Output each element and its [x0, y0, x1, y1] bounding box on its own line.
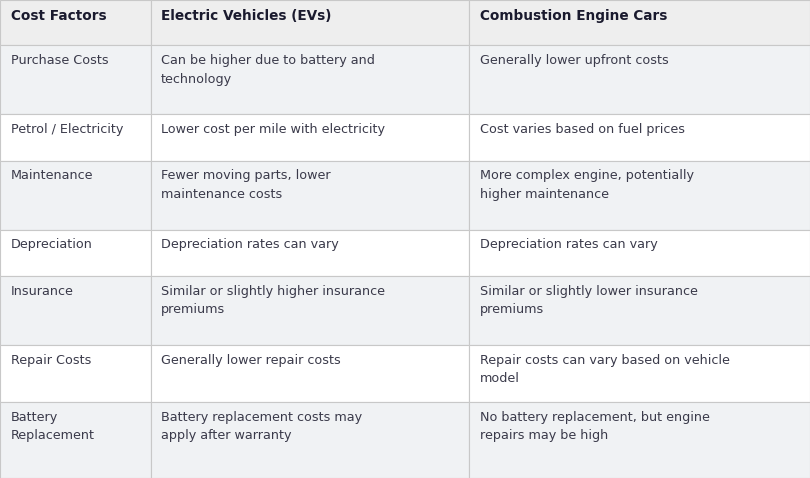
Bar: [0, 276, 151, 345]
Bar: [469, 345, 810, 402]
Text: Can be higher due to battery and
technology: Can be higher due to battery and technol…: [161, 54, 375, 86]
Bar: [151, 45, 469, 114]
Text: Fewer moving parts, lower
maintenance costs: Fewer moving parts, lower maintenance co…: [161, 170, 330, 201]
Text: Repair costs can vary based on vehicle
model: Repair costs can vary based on vehicle m…: [480, 354, 729, 385]
Text: Depreciation: Depreciation: [11, 238, 92, 251]
Bar: [469, 402, 810, 478]
Bar: [151, 0, 469, 45]
Text: Lower cost per mile with electricity: Lower cost per mile with electricity: [161, 123, 386, 136]
Text: Maintenance: Maintenance: [11, 170, 93, 183]
Text: Battery replacement costs may
apply after warranty: Battery replacement costs may apply afte…: [161, 411, 362, 442]
Text: No battery replacement, but engine
repairs may be high: No battery replacement, but engine repai…: [480, 411, 710, 442]
Text: Petrol / Electricity: Petrol / Electricity: [11, 123, 123, 136]
Bar: [0, 161, 151, 229]
Text: Repair Costs: Repair Costs: [11, 354, 91, 367]
Bar: [151, 229, 469, 276]
Bar: [469, 161, 810, 229]
Bar: [469, 114, 810, 161]
Bar: [0, 45, 151, 114]
Bar: [469, 276, 810, 345]
Bar: [0, 345, 151, 402]
Text: Combustion Engine Cars: Combustion Engine Cars: [480, 9, 667, 22]
Bar: [469, 45, 810, 114]
Text: Cost Factors: Cost Factors: [11, 9, 106, 22]
Text: Similar or slightly higher insurance
premiums: Similar or slightly higher insurance pre…: [161, 285, 386, 316]
Bar: [0, 402, 151, 478]
Bar: [0, 229, 151, 276]
Bar: [469, 0, 810, 45]
Bar: [151, 345, 469, 402]
Text: Depreciation rates can vary: Depreciation rates can vary: [161, 238, 339, 251]
Bar: [151, 114, 469, 161]
Text: Cost varies based on fuel prices: Cost varies based on fuel prices: [480, 123, 684, 136]
Bar: [151, 161, 469, 229]
Bar: [151, 276, 469, 345]
Text: Generally lower upfront costs: Generally lower upfront costs: [480, 54, 668, 67]
Text: Purchase Costs: Purchase Costs: [11, 54, 109, 67]
Bar: [0, 0, 151, 45]
Bar: [151, 402, 469, 478]
Bar: [469, 229, 810, 276]
Text: Electric Vehicles (EVs): Electric Vehicles (EVs): [161, 9, 331, 22]
Bar: [0, 114, 151, 161]
Text: Battery
Replacement: Battery Replacement: [11, 411, 95, 442]
Text: Generally lower repair costs: Generally lower repair costs: [161, 354, 341, 367]
Text: Similar or slightly lower insurance
premiums: Similar or slightly lower insurance prem…: [480, 285, 697, 316]
Text: Insurance: Insurance: [11, 285, 74, 298]
Text: More complex engine, potentially
higher maintenance: More complex engine, potentially higher …: [480, 170, 693, 201]
Text: Depreciation rates can vary: Depreciation rates can vary: [480, 238, 657, 251]
